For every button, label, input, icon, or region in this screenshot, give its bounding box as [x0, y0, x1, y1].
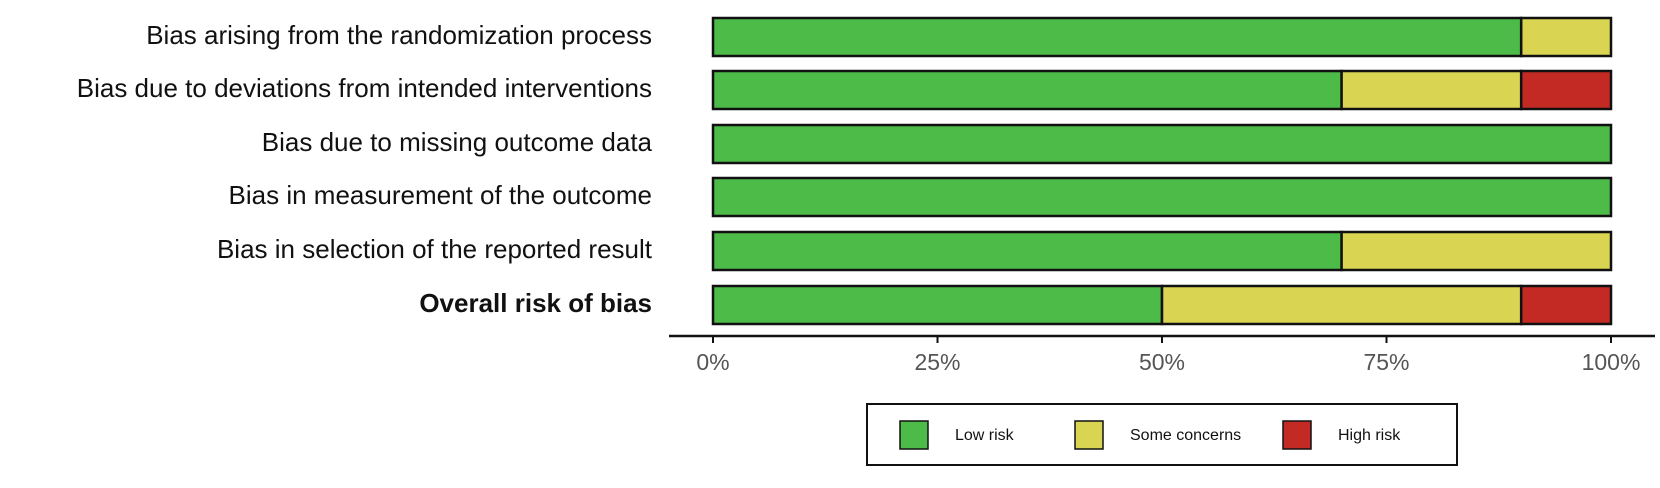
- bar-segment: [711, 16, 1523, 58]
- category-label: Bias arising from the randomization proc…: [146, 20, 652, 50]
- bar-segment: [1519, 284, 1613, 326]
- bar-segment: [711, 230, 1343, 272]
- legend-swatch: [899, 420, 929, 450]
- bar-segment: [711, 176, 1613, 218]
- category-label: Bias due to missing outcome data: [262, 127, 653, 157]
- bar-segment: [711, 123, 1613, 165]
- bar-segment: [1519, 16, 1613, 58]
- category-label: Bias due to deviations from intended int…: [77, 73, 652, 103]
- x-tick-label: 50%: [1139, 349, 1185, 375]
- category-label: Bias in selection of the reported result: [217, 234, 653, 264]
- legend-label: Some concerns: [1130, 427, 1241, 444]
- x-tick-label: 75%: [1363, 349, 1409, 375]
- bar-segment: [1340, 230, 1613, 272]
- legend-label: Low risk: [955, 427, 1015, 444]
- legend-box: [866, 403, 1458, 466]
- legend-swatch: [1074, 420, 1104, 450]
- bar-segment: [1340, 69, 1523, 111]
- legend-label: High risk: [1338, 427, 1401, 444]
- bar-segment: [1160, 284, 1523, 326]
- category-label: Overall risk of bias: [419, 288, 652, 318]
- bar-segment: [711, 284, 1164, 326]
- x-tick-label: 100%: [1582, 349, 1641, 375]
- category-label: Bias in measurement of the outcome: [229, 180, 652, 210]
- bar-segment: [1519, 69, 1613, 111]
- legend-swatch: [1282, 420, 1312, 450]
- x-tick-label: 0%: [696, 349, 729, 375]
- bar-segment: [711, 69, 1343, 111]
- x-tick-label: 25%: [914, 349, 960, 375]
